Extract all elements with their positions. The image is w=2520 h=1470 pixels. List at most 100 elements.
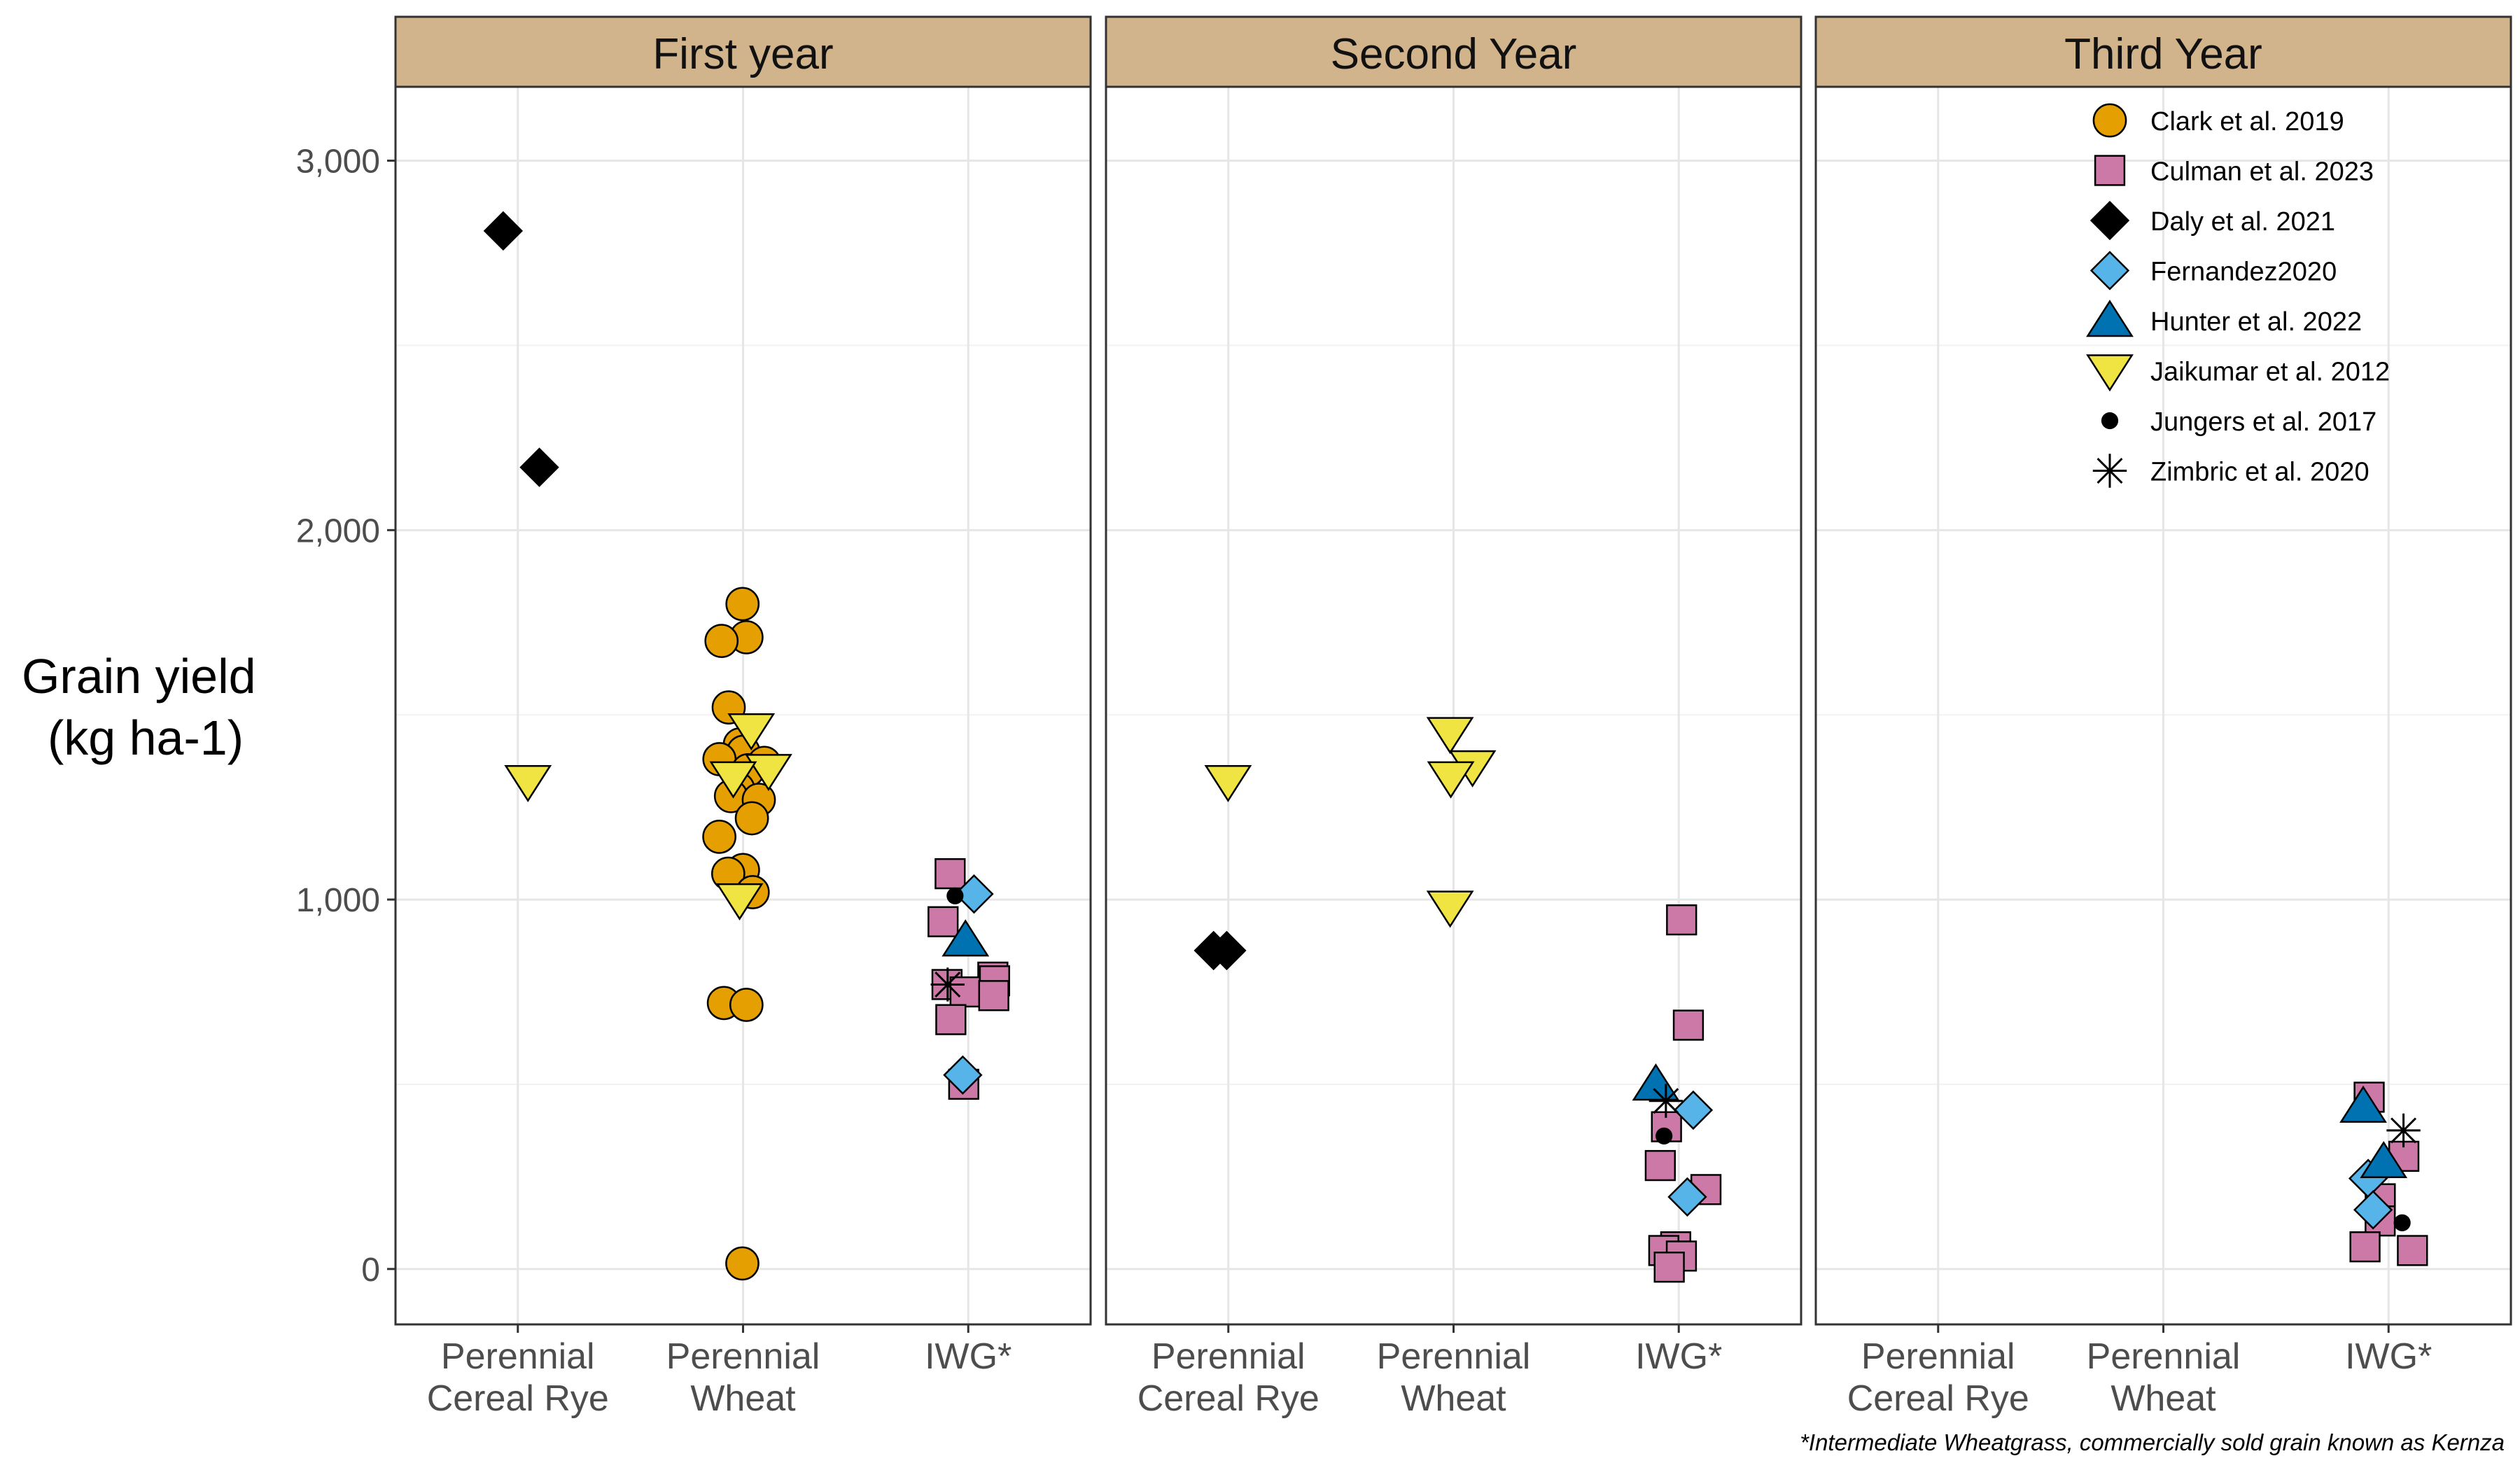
series-jungers-et-al-2017 xyxy=(946,887,2411,1231)
legend-item-daly-et-al-2021: Daly et al. 2021 xyxy=(2090,200,2335,241)
point-culman-et-al-2023 xyxy=(2397,1235,2428,1266)
legend-label: Daly et al. 2021 xyxy=(2150,207,2335,237)
facet-strip xyxy=(1814,15,2512,88)
x-tick-label-iwg: IWG* xyxy=(925,1336,1011,1377)
x-tick-label-line: Cereal Rye xyxy=(427,1378,609,1419)
legend-key-jaikumar-et-al-2012 xyxy=(2086,354,2134,392)
point-hunter-et-al-2022 xyxy=(2339,1085,2387,1123)
point-clark-et-al-2019 xyxy=(725,587,760,622)
caption-footnote: *Intermediate Wheatgrass, commercially s… xyxy=(1800,1429,2505,1455)
series-hunter-et-al-2022 xyxy=(941,919,2408,1179)
point-clark-et-al-2019 xyxy=(725,1246,760,1281)
point-jaikumar-et-al-2012 xyxy=(715,883,764,920)
legend-item-jaikumar-et-al-2012: Jaikumar et al. 2012 xyxy=(2086,354,2390,392)
point-jungers-et-al-2017 xyxy=(2393,1214,2411,1231)
legend-key-hunter-et-al-2022 xyxy=(2086,300,2134,337)
x-tick-label-line: Wheat xyxy=(1401,1378,1506,1419)
facet-strip xyxy=(394,15,1092,88)
legend-label: Zimbric et al. 2020 xyxy=(2150,458,2370,487)
x-tick-label-line: Perennial xyxy=(2087,1336,2241,1377)
panel-border xyxy=(1814,85,2512,1326)
x-tick-label-line: Perennial xyxy=(666,1336,820,1377)
facet-label-third-year: Third Year xyxy=(2064,30,2262,78)
point-daly-et-al-2021 xyxy=(483,211,524,251)
legend-label: Jaikumar et al. 2012 xyxy=(2150,358,2390,387)
point-jaikumar-et-al-2012 xyxy=(1204,764,1252,803)
facet-label-first-year: First year xyxy=(652,30,833,78)
x-tick-label-line: Wheat xyxy=(690,1378,796,1419)
point-hunter-et-al-2022 xyxy=(941,919,990,957)
facet-label-second-year: Second Year xyxy=(1331,30,1577,78)
legend-key-fernandez2020 xyxy=(2090,251,2130,290)
legend-key-zimbric-et-al-2020 xyxy=(2092,454,2127,488)
legend-label: Clark et al. 2019 xyxy=(2150,107,2344,136)
point-jungers-et-al-2017 xyxy=(946,887,964,904)
point-jungers-et-al-2017 xyxy=(1656,1127,1673,1144)
series-fernandez2020 xyxy=(943,874,2393,1230)
x-tick-label-perennial-wheat: Perennial Wheat xyxy=(1377,1336,1531,1419)
legend-item-culman-et-al-2023: Culman et al. 2023 xyxy=(2094,155,2374,187)
legend-key-daly-et-al-2021 xyxy=(2090,200,2130,241)
point-zimbric-et-al-2020 xyxy=(1648,1084,1684,1118)
series-daly-et-al-2021 xyxy=(483,211,1247,971)
x-tick-label-line: IWG* xyxy=(925,1336,1011,1377)
x-tick-label-line: Perennial xyxy=(1152,1336,1306,1377)
point-culman-et-al-2023 xyxy=(935,1004,967,1035)
point-fernandez2020 xyxy=(954,874,994,914)
legend-label: Hunter et al. 2022 xyxy=(2150,307,2362,337)
y-axis-label: Grain yield (kg ha-1) xyxy=(22,649,270,765)
x-tick-label-iwg: IWG* xyxy=(1635,1336,1722,1377)
point-zimbric-et-al-2020 xyxy=(930,967,965,1002)
point-jaikumar-et-al-2012 xyxy=(1427,761,1475,799)
x-tick-label-line: IWG* xyxy=(2345,1336,2432,1377)
point-clark-et-al-2019 xyxy=(704,624,739,658)
x-tick-label-perennial-wheat: Perennial Wheat xyxy=(666,1336,820,1419)
point-fernandez2020 xyxy=(1667,1177,1707,1217)
y-tick-label: 2,000 xyxy=(296,512,380,550)
x-tick-label-line: Perennial xyxy=(1861,1336,2015,1377)
point-jaikumar-et-al-2012 xyxy=(727,713,776,751)
point-jaikumar-et-al-2012 xyxy=(504,764,552,803)
legend-item-zimbric-et-al-2020: Zimbric et al. 2020 xyxy=(2092,454,2370,488)
y-axis-label-line-2: (kg ha-1) xyxy=(48,710,244,765)
x-tick-label-perennial-cereal-rye: Perennial Cereal Rye xyxy=(1138,1336,1320,1419)
x-tick-label-perennial-wheat: Perennial Wheat xyxy=(2087,1336,2241,1419)
panel-border xyxy=(1105,85,1802,1326)
facet-strip xyxy=(1105,15,1802,88)
series-jaikumar-et-al-2012 xyxy=(504,713,1497,928)
x-tick-label-line: IWG* xyxy=(1635,1336,1722,1377)
point-jaikumar-et-al-2012 xyxy=(709,761,757,799)
panel-border xyxy=(394,85,1092,1326)
legend-item-jungers-et-al-2017: Jungers et al. 2017 xyxy=(2101,407,2376,437)
data-points xyxy=(483,211,2428,1283)
y-axis-label-line-1: Grain yield xyxy=(22,649,256,704)
point-culman-et-al-2023 xyxy=(2349,1231,2381,1263)
legend-key-culman-et-al-2023 xyxy=(2094,155,2126,186)
point-culman-et-al-2023 xyxy=(927,906,959,937)
point-hunter-et-al-2022 xyxy=(2360,1140,2408,1179)
point-culman-et-al-2023 xyxy=(978,980,1009,1011)
point-jaikumar-et-al-2012 xyxy=(1426,890,1474,928)
point-fernandez2020 xyxy=(2353,1190,2393,1230)
legend-label: Culman et al. 2023 xyxy=(2150,158,2374,187)
x-tick-label-line: Cereal Rye xyxy=(1847,1378,2029,1419)
point-daly-et-al-2021 xyxy=(1194,930,1233,971)
point-jaikumar-et-al-2012 xyxy=(745,754,792,792)
legend-key-jungers-et-al-2017 xyxy=(2101,412,2119,430)
y-tick-label: 0 xyxy=(361,1252,380,1289)
point-jaikumar-et-al-2012 xyxy=(1426,717,1474,755)
series-zimbric-et-al-2020 xyxy=(930,967,2421,1148)
point-fernandez2020 xyxy=(1673,1090,1714,1130)
point-culman-et-al-2023 xyxy=(934,858,966,890)
point-clark-et-al-2019 xyxy=(729,988,764,1022)
legend-item-clark-et-al-2019: Clark et al. 2019 xyxy=(2092,103,2344,138)
x-tick-label-perennial-cereal-rye: Perennial Cereal Rye xyxy=(427,1336,609,1419)
x-tick-label-line: Cereal Rye xyxy=(1138,1378,1320,1419)
y-tick-label: 3,000 xyxy=(296,144,380,181)
point-culman-et-al-2023 xyxy=(1666,904,1698,936)
